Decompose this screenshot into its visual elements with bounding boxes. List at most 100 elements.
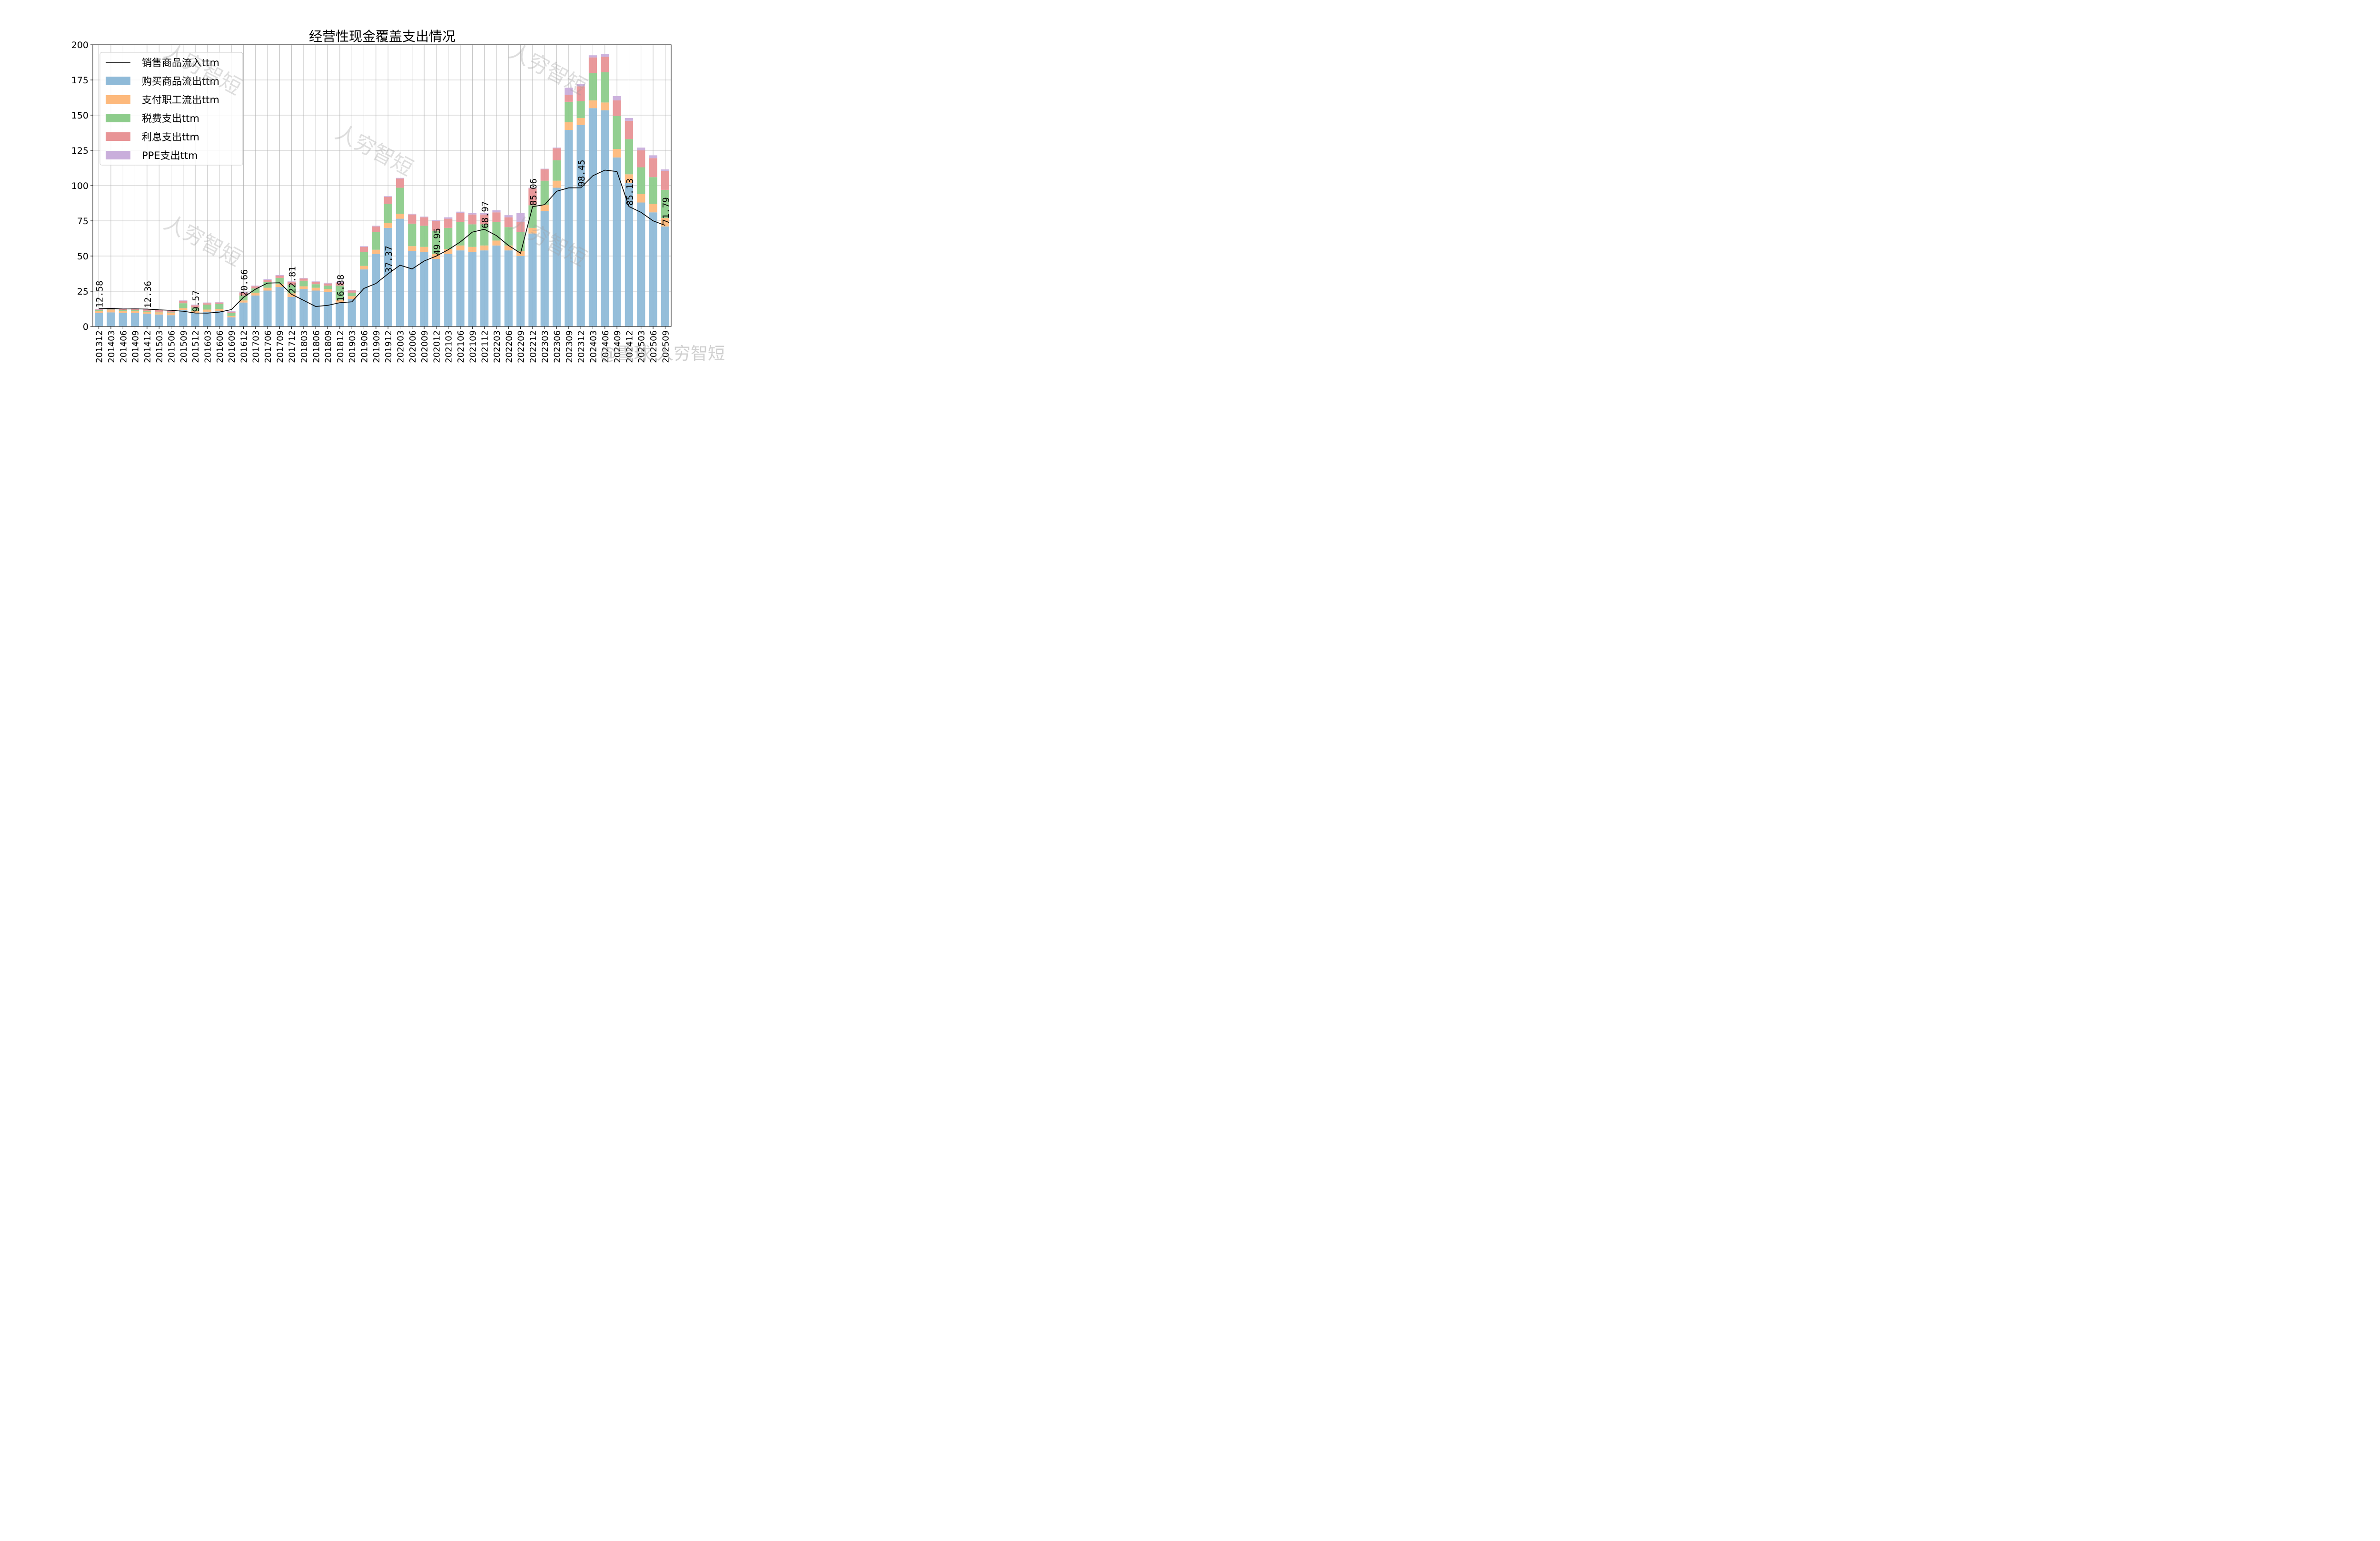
bar-segment [565, 130, 573, 326]
bar-segment [179, 310, 188, 326]
bar-segment [336, 282, 344, 283]
x-tick-label: 201606 [215, 330, 225, 363]
bar-segment [456, 245, 465, 251]
bar-segment [239, 295, 248, 301]
bar-segment [275, 284, 284, 287]
bar-segment [288, 285, 296, 294]
bar-segment [215, 309, 224, 311]
y-tick-label: 100 [71, 181, 89, 191]
bar-segment [625, 174, 634, 183]
bar-segment [203, 305, 212, 310]
x-tick-label: 201612 [239, 330, 249, 363]
bar-segment [155, 314, 163, 326]
x-tick-label: 201806 [311, 330, 321, 363]
bar-segment [227, 313, 236, 316]
bar-segment [540, 168, 549, 169]
data-label: 71.79 [661, 197, 671, 224]
x-tick-label: 202409 [613, 330, 623, 363]
x-tick-label: 202309 [565, 330, 575, 363]
bar-segment [239, 300, 248, 303]
bar-segment [107, 309, 115, 310]
y-tick-label: 150 [71, 110, 89, 121]
bar-segment [468, 224, 476, 247]
x-tick-label: 201609 [227, 330, 237, 363]
bar-segment [299, 286, 308, 289]
data-label: 22.81 [288, 266, 298, 293]
bar-segment [191, 305, 199, 308]
bar-segment [384, 204, 392, 223]
x-tick-label: 202103 [444, 330, 454, 363]
bar-segment [408, 214, 416, 224]
bar-segment [251, 292, 260, 296]
bar-segment [540, 204, 549, 211]
bar-segment [119, 310, 127, 311]
bar-segment [179, 300, 188, 301]
bar-segment [661, 170, 669, 190]
bar-segment [179, 308, 188, 310]
x-tick-label: 202112 [480, 330, 490, 363]
bar-segment [239, 302, 248, 326]
bar-segment [661, 169, 669, 171]
bar-segment [444, 254, 453, 326]
bar-segment [95, 309, 103, 310]
bar-segment [552, 160, 561, 181]
legend-box [99, 52, 243, 166]
bar-segment [576, 125, 585, 326]
bar-segment [347, 292, 356, 296]
legend-swatch [106, 77, 130, 85]
bar-segment [456, 250, 465, 326]
bar-segment [480, 213, 489, 215]
x-tick-label: 201509 [179, 330, 189, 363]
bar-segment [323, 289, 332, 292]
bar-segment [444, 249, 453, 254]
bar-segment [227, 311, 236, 313]
x-tick-label: 201812 [336, 330, 346, 363]
bar-segment [588, 55, 597, 58]
bar-segment [649, 155, 657, 158]
legend-label: 支付职工流出ttm [142, 94, 219, 106]
bar-segment [408, 223, 416, 247]
x-tick-label: 202212 [528, 330, 538, 363]
x-tick-label: 202012 [432, 330, 442, 363]
bar-segment [95, 311, 103, 313]
bar-segment [444, 218, 453, 228]
x-tick-label: 202109 [468, 330, 478, 363]
bar-segment [420, 247, 428, 252]
bar-segment [468, 247, 476, 252]
bar-segment [372, 232, 380, 250]
x-tick-label: 201406 [119, 330, 129, 363]
bar-segment [552, 180, 561, 188]
bar-segment [637, 150, 645, 168]
bar-segment [649, 212, 657, 326]
bar-segment [359, 247, 368, 252]
y-tick-label: 25 [77, 286, 89, 297]
chart-title: 经营性现金覆盖支出情况 [309, 29, 456, 44]
bar-segment [492, 212, 501, 222]
bar-segment [528, 233, 537, 326]
bar-segment [613, 96, 621, 100]
legend-label: 购买商品流出ttm [142, 76, 219, 87]
x-tick-label: 201506 [167, 330, 177, 363]
bar-segment [347, 299, 356, 326]
bar-segment [601, 110, 609, 326]
x-tick-label: 202509 [661, 330, 671, 363]
legend-swatch [106, 114, 130, 122]
bar-segment [432, 220, 441, 221]
bar-segment [565, 95, 573, 102]
line-series [99, 169, 665, 314]
bar-segment [359, 266, 368, 270]
bar-segment [384, 197, 392, 204]
x-tick-label: 201512 [191, 330, 201, 363]
bar-segment [288, 282, 296, 285]
bar-segment [191, 311, 199, 313]
bar-segment [552, 148, 561, 160]
x-tick-label: 202303 [540, 330, 550, 363]
bar-segment [408, 251, 416, 326]
bar-segment [565, 101, 573, 122]
x-tick-label: 202412 [625, 330, 635, 363]
x-tick-label: 202406 [601, 330, 611, 363]
bar-segment [215, 302, 224, 304]
bar-segment [359, 252, 368, 266]
data-label: 20.66 [239, 269, 249, 296]
bar-segment [528, 227, 537, 234]
